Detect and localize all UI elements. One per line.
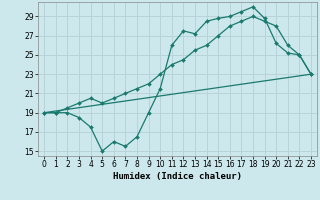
- X-axis label: Humidex (Indice chaleur): Humidex (Indice chaleur): [113, 172, 242, 181]
